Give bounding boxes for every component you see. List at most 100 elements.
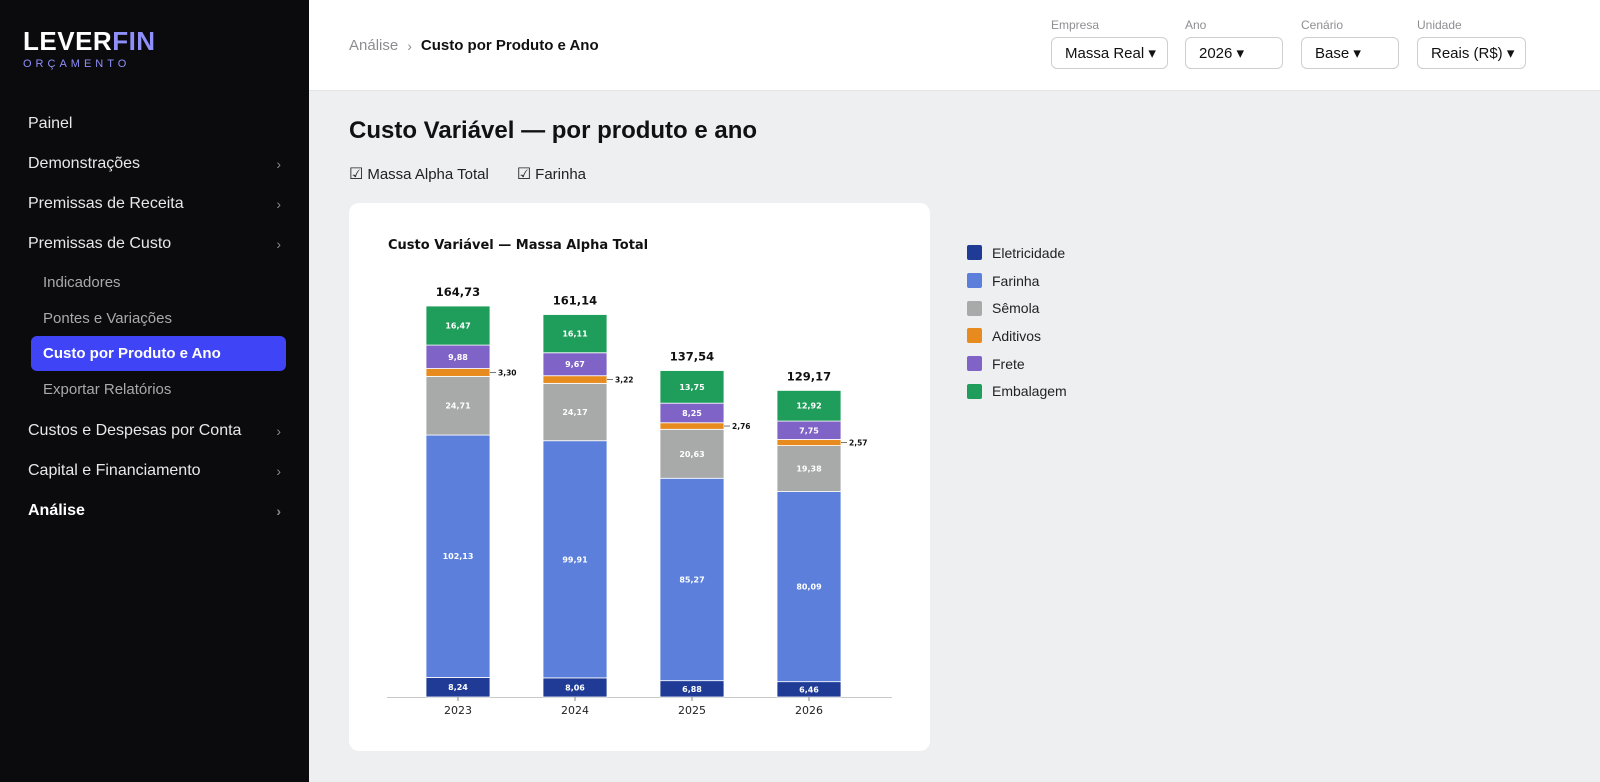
filter-label: Cenário (1301, 18, 1344, 32)
sidebar-item-premissas-receita[interactable]: Premissas de Receita › (0, 184, 309, 224)
breadcrumb-current: Custo por Produto e Ano (420, 37, 599, 54)
chart-title: Custo Variável — Massa Alpha Total (388, 238, 649, 253)
sidebar-nav: Painel Demonstrações › Premissas de Rece… (0, 104, 309, 531)
bar-segment (542, 314, 608, 354)
chevron-right-icon: › (276, 196, 281, 212)
bar-segment (425, 434, 491, 678)
bar-segment (542, 440, 608, 679)
sidebar-item-label: Premissas de Receita (28, 195, 184, 212)
sidebar-item-label: Demonstrações (28, 155, 141, 172)
sidebar-item-custos-despesas[interactable]: Custos e Despesas por Conta › (0, 411, 309, 451)
bar-segment (659, 477, 725, 682)
bar-segment (659, 370, 725, 404)
chevron-right-icon: › (276, 156, 281, 172)
ano-select[interactable]: 2026 ▾ (1185, 37, 1283, 69)
bar-total-label: 137,54 (670, 350, 714, 364)
data-label: 2,57 (849, 439, 868, 448)
page-title: Custo Variável — por produto e ano (349, 117, 758, 144)
top-bar: Análise › Custo por Produto e Ano Empres… (309, 0, 1600, 91)
bar-total-label: 161,14 (553, 294, 597, 308)
legend-item: Sêmola (967, 294, 1067, 322)
sidebar-item-demonstracoes[interactable]: Demonstrações › (0, 144, 309, 184)
data-label: 24,17 (562, 408, 587, 417)
data-label: 9,88 (448, 353, 468, 362)
filter-label: Ano (1185, 18, 1207, 32)
data-label: 9,67 (565, 360, 585, 369)
product-toggles: ☑ Massa Alpha Total ☑ Farinha (349, 164, 614, 184)
sidebar-subitem-pontes-variacoes[interactable]: Pontes e Variações (43, 309, 172, 327)
sidebar-subitem-custo-produto-ano[interactable]: Custo por Produto e Ano (31, 336, 286, 371)
legend-label: Frete (992, 355, 1025, 372)
legend-swatch (967, 245, 982, 261)
unidade-select[interactable]: Reais (R$) ▾ (1417, 37, 1526, 69)
legend-swatch (967, 383, 982, 399)
breadcrumb: Análise › Custo por Produto e Ano (349, 37, 599, 54)
toggle-farinha[interactable]: ☑ Farinha (517, 164, 586, 184)
x-tick-label: 2026 (795, 704, 823, 717)
data-label: 8,25 (682, 409, 702, 418)
data-label: 6,88 (682, 685, 702, 694)
x-tick-label: 2024 (561, 704, 589, 717)
chart-card: Custo Variável — Massa Alpha Total 8,24 1… (349, 203, 930, 751)
bar-segment (776, 390, 842, 422)
x-tick-label: 2023 (444, 704, 472, 717)
data-label: 85,27 (679, 575, 704, 584)
data-label: 6,46 (799, 685, 819, 694)
legend-label: Farinha (992, 272, 1040, 289)
data-label: 80,09 (796, 583, 822, 592)
legend-item: Frete (967, 350, 1067, 378)
sidebar-item-painel[interactable]: Painel (0, 104, 309, 144)
chevron-right-icon: › (276, 463, 281, 479)
breadcrumb-parent-link[interactable]: Análise (349, 37, 399, 54)
data-label: 2,76 (732, 422, 751, 431)
x-tick-label: 2025 (678, 704, 706, 717)
brand-name: LEVERFIN (23, 27, 156, 55)
legend-label: Eletricidade (992, 244, 1066, 261)
data-label: 16,11 (562, 330, 588, 339)
sidebar-item-label: Premissas de Custo (28, 235, 172, 252)
data-label: 99,91 (562, 555, 588, 564)
cenario-select[interactable]: Base ▾ (1301, 37, 1399, 69)
sidebar-item-capital-financiamento[interactable]: Capital e Financiamento › (0, 451, 309, 491)
sidebar-item-label: Capital e Financiamento (28, 462, 201, 479)
brand-subtitle: ORÇAMENTO (23, 58, 131, 70)
bar-segment (425, 305, 491, 346)
checkbox-checked-icon: ☑ (516, 166, 532, 183)
sidebar-item-label: Análise (28, 502, 85, 519)
bar-segment (776, 439, 842, 446)
legend-label: Aditivos (992, 327, 1042, 344)
stacked-bar-chart: 8,24 102,13 24,71 3,30 9,88 16,47 164,73 2023 8,… (387, 285, 892, 717)
legend-item: Aditivos (967, 322, 1067, 350)
legend-swatch (967, 328, 982, 344)
sidebar-item-analise[interactable]: Análise › (0, 491, 309, 531)
bar-segment (659, 428, 725, 479)
sidebar-item-label: Custos e Despesas por Conta (28, 422, 242, 439)
toggle-label: Massa Alpha Total (367, 165, 489, 183)
data-label: 19,38 (796, 465, 822, 474)
legend-label: Embalagem (992, 383, 1067, 400)
legend-item: Farinha (967, 267, 1067, 295)
legend-label: Sêmola (992, 300, 1040, 317)
toggle-label: Farinha (535, 165, 587, 183)
sidebar-subitem-indicadores[interactable]: Indicadores (43, 273, 121, 291)
empresa-select[interactable]: Massa Real ▾ (1051, 37, 1168, 69)
sidebar-item-premissas-custo[interactable]: Premissas de Custo › (0, 224, 309, 264)
breadcrumb-separator-icon: › (407, 37, 412, 54)
filter-unidade: Unidade Reais (R$) ▾ (1417, 18, 1526, 69)
chevron-right-icon: › (276, 503, 281, 519)
legend-swatch (967, 273, 982, 289)
toggle-massa-alpha-total[interactable]: ☑ Massa Alpha Total (349, 164, 489, 184)
data-label: 20,63 (679, 450, 704, 459)
sidebar-subitem-exportar-relatorios[interactable]: Exportar Relatórios (43, 380, 172, 398)
chart-legend: Eletricidade Farinha Sêmola Aditivos Frete Em… (967, 239, 1067, 405)
brand-logo[interactable]: LEVERFIN ORÇAMENTO (23, 27, 156, 70)
legend-swatch (967, 300, 982, 316)
filter-label: Empresa (1051, 18, 1100, 32)
checkbox-checked-icon: ☑ (349, 166, 364, 183)
brand-name-main: LEVER (23, 26, 113, 56)
bar-segment (776, 445, 842, 492)
legend-swatch (967, 356, 982, 372)
chevron-right-icon: › (276, 423, 281, 439)
bar-total-label: 164,73 (436, 285, 480, 299)
bar-segment (425, 375, 491, 436)
